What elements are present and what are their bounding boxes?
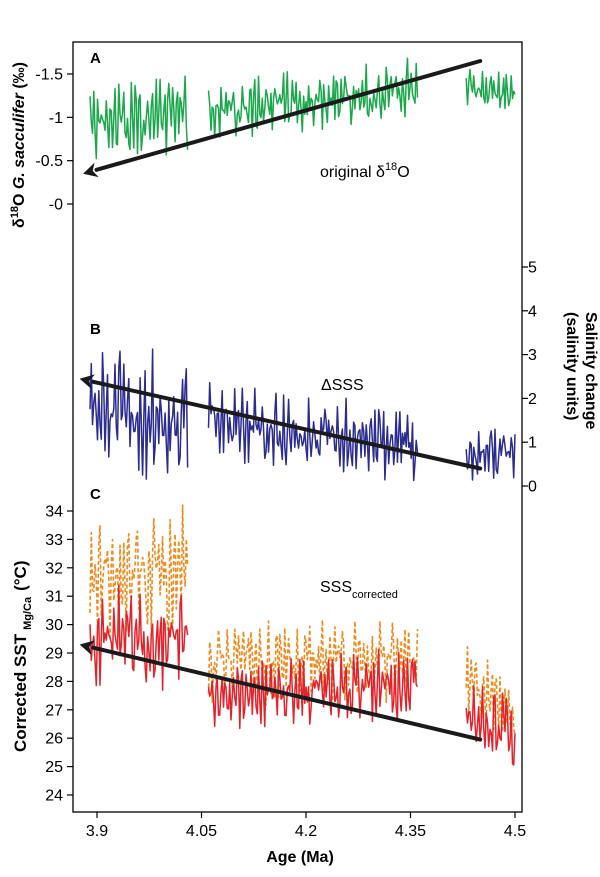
trend-group (79, 59, 483, 742)
series-line (207, 57, 419, 139)
series-line (207, 649, 419, 730)
trend-line (91, 379, 483, 471)
panel-b-annotation: ΔSSS (321, 377, 364, 394)
series-line (89, 348, 189, 480)
series-line (89, 504, 189, 639)
trend-arrowhead (83, 162, 99, 178)
y-tick-label: 33 (45, 532, 63, 549)
y-tick-label: 2 (528, 391, 537, 408)
y-tick-label: 26 (45, 731, 63, 748)
panel-a-ticks: -1.5 -1 -0.5 -0 (35, 67, 73, 214)
plot-frame (72, 41, 523, 813)
panel-a-y-title: δ18O G. sacculifer (‰) (9, 62, 28, 228)
series-line (89, 584, 189, 691)
panel-a-annotation: original δ18O (320, 161, 410, 181)
trend-arrowhead (79, 640, 95, 655)
series-line (465, 68, 516, 110)
y-tick-label: 5 (528, 260, 537, 277)
x-tick-label: 4.2 (295, 823, 317, 840)
series-line (465, 645, 516, 737)
trend-line (94, 59, 483, 172)
y-tick-label: 29 (45, 646, 63, 663)
x-tick-label: 4.35 (395, 823, 426, 840)
panel-b-ticks: 0 1 2 3 4 5 (522, 260, 537, 496)
series-line (207, 619, 419, 706)
panel-c-ticks: 24 25 26 27 28 29 30 31 32 33 34 (45, 504, 73, 805)
x-axis-title: Age (Ma) (266, 849, 334, 866)
series-line (89, 75, 189, 160)
y-tick-label: 34 (45, 504, 63, 521)
y-tick-label: 25 (45, 759, 63, 776)
y-tick-label: -1.5 (35, 67, 63, 84)
x-tick-label: 3.9 (86, 823, 108, 840)
series-c-group (89, 504, 516, 766)
x-tick-label: 4.05 (186, 823, 217, 840)
panel-c-letter: C (90, 486, 101, 503)
y-tick-label: 27 (45, 702, 63, 719)
panel-c-annotation: SSScorrected (320, 579, 398, 601)
panel-a-letter: A (90, 50, 101, 67)
y-tick-label: -1 (49, 110, 63, 127)
y-tick-label: 31 (45, 589, 63, 606)
y-tick-label: -0 (49, 197, 63, 214)
y-tick-label: 3 (528, 347, 537, 364)
y-tick-label: 32 (45, 560, 63, 577)
panel-c-y-title: Corrected SSTMg/Ca(°C) (11, 561, 34, 753)
series-line (465, 684, 516, 766)
trend-line (91, 645, 483, 742)
panel-b-y-title-line2: (salinity units) (563, 312, 580, 420)
y-tick-label: 24 (45, 788, 63, 805)
y-tick-label: 30 (45, 617, 63, 634)
y-tick-label: 1 (528, 435, 537, 452)
y-tick-label: 0 (528, 479, 537, 496)
trend-arrowhead (79, 374, 95, 390)
panel-b-y-title-line1: Salinity change (582, 312, 599, 429)
x-axis-ticks: 3.9 4.05 4.2 4.35 4.5 (86, 812, 526, 840)
y-tick-label: 4 (528, 303, 537, 320)
panel-b-letter: B (90, 321, 101, 338)
x-tick-label: 4.5 (504, 823, 526, 840)
y-tick-label: -0.5 (35, 153, 63, 170)
series-a-group (89, 57, 516, 160)
y-tick-label: 28 (45, 674, 63, 691)
series-line (465, 428, 516, 481)
